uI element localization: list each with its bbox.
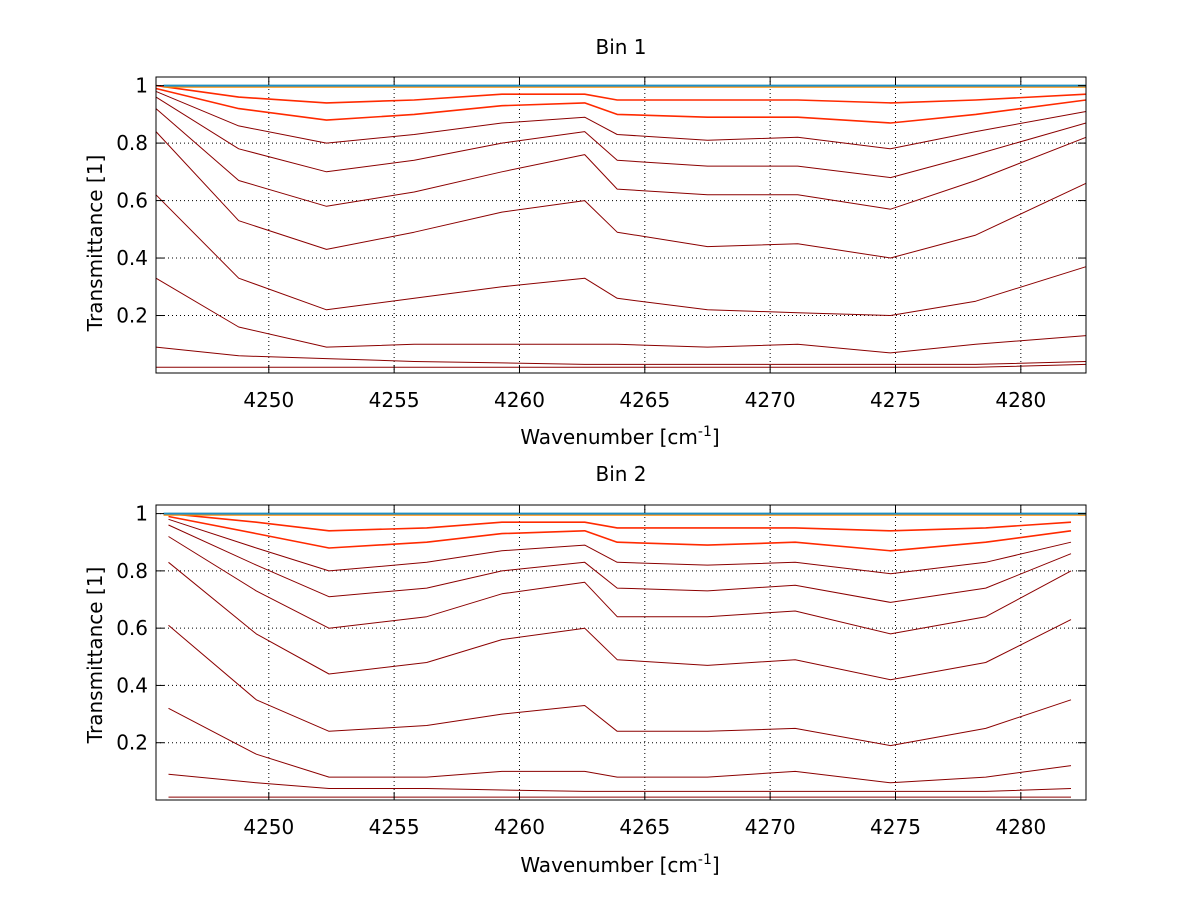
x-tick-label: 4265 (619, 815, 670, 839)
plot-area: 4250 4255 4260 4265 4270 4275 4280 0.2 0.4 0.6 0.8… (116, 74, 1087, 412)
x-tick-label: 4250 (243, 388, 294, 412)
x-tick-label: 4255 (369, 815, 420, 839)
y-axis-label: Transmittance [1] (83, 155, 107, 333)
x-axis-label-main: Wavenumber [cm (520, 853, 698, 877)
x-tick-label: 4255 (369, 388, 420, 412)
series-line-7 (155, 96, 1087, 179)
series-line-4 (168, 624, 1072, 747)
series-line-3 (155, 277, 1087, 354)
x-axis-label: Wavenumber [cm-1] (520, 424, 719, 449)
chart-panel-bin-2: Bin 2 4250 4255 4260 4265 4270 4275 4280 0.2 0.4… (83, 462, 1087, 877)
axes-frame (155, 504, 1087, 801)
x-tick-label: 4265 (619, 388, 670, 412)
series-line-9 (168, 515, 1072, 552)
series-line-6 (168, 536, 1072, 635)
series-line-2 (155, 346, 1087, 365)
x-tick-label: 4250 (243, 815, 294, 839)
y-tick-label: 0.2 (116, 731, 148, 755)
series-line-4 (155, 194, 1087, 316)
x-tick-label: 4260 (494, 815, 545, 839)
series-line-6 (155, 108, 1087, 210)
plot-area: 4250 4255 4260 4265 4270 4275 4280 0.2 0.4 0.6 0.8… (116, 502, 1087, 839)
series-line-5 (155, 131, 1087, 259)
chart-panel-bin-1: Bin 1 4250 4255 4260 4265 4270 4275 4280 0.2 0.4… (83, 35, 1087, 449)
x-tick-label: 4280 (995, 388, 1046, 412)
y-axis-label: Transmittance [1] (83, 567, 107, 745)
chart-title: Bin 2 (595, 462, 646, 486)
series-line-8 (155, 90, 1087, 150)
y-tick-label: 0.6 (116, 616, 148, 640)
series-line-10 (155, 84, 1087, 104)
y-tick-label: 0.2 (116, 304, 148, 328)
x-tick-label: 4280 (995, 815, 1046, 839)
y-tick-label: 0.4 (116, 246, 148, 270)
series-line-5 (168, 561, 1072, 681)
x-tick-label: 4275 (870, 388, 921, 412)
series-line-9 (155, 87, 1087, 124)
x-tick-label: 4270 (745, 388, 796, 412)
y-tick-label: 0.6 (116, 189, 148, 213)
x-axis-label-main: Wavenumber [cm (520, 425, 698, 449)
y-tick-label: 0.8 (116, 559, 148, 583)
axes-frame (155, 76, 1087, 374)
series-line-7 (168, 524, 1072, 603)
x-axis-label: Wavenumber [cm-1] (520, 852, 719, 877)
x-axis-label-tail: ] (712, 853, 720, 877)
x-axis-label-superscript: -1 (698, 424, 712, 440)
x-tick-label: 4270 (745, 815, 796, 839)
x-tick-label: 4275 (870, 815, 921, 839)
x-axis-label-superscript: -1 (698, 852, 712, 868)
y-tick-label: 0.4 (116, 673, 148, 697)
series-line-2 (168, 773, 1072, 792)
x-tick-label: 4260 (494, 388, 545, 412)
chart-title: Bin 1 (595, 35, 646, 59)
y-tick-label: 1 (135, 74, 148, 98)
x-axis-label-tail: ] (712, 425, 720, 449)
y-tick-label: 0.8 (116, 131, 148, 155)
series-line-1 (156, 363, 1087, 368)
series-line-8 (168, 518, 1072, 575)
series-line-3 (168, 707, 1072, 784)
series-line-10 (168, 512, 1072, 532)
y-tick-label: 1 (135, 502, 148, 526)
